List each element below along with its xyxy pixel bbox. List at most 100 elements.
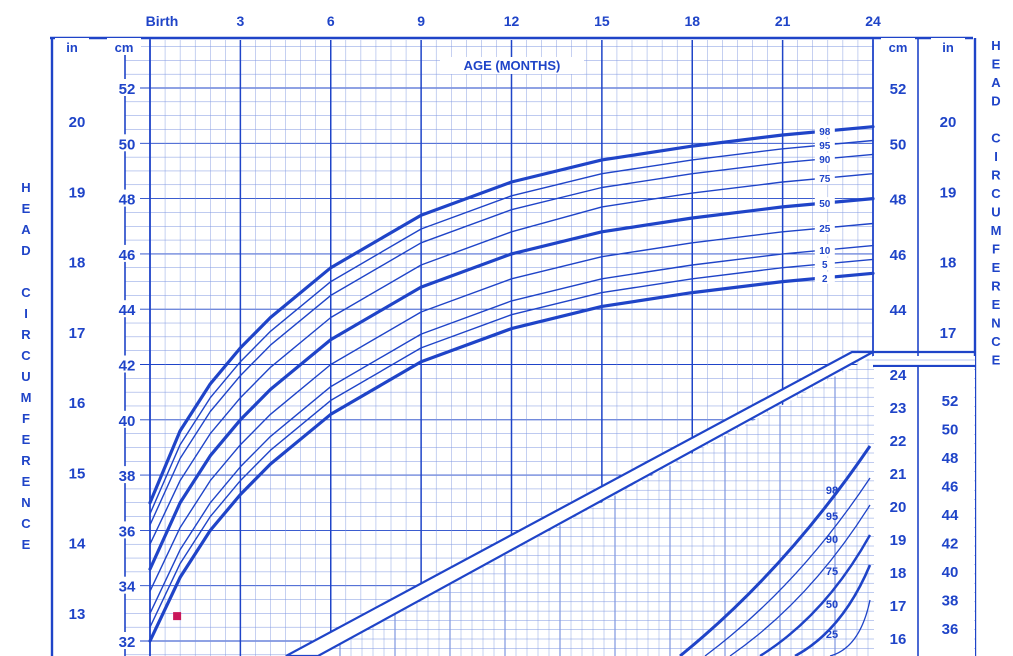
percentile-label-98: 98 bbox=[819, 127, 831, 138]
cm-unit-left: cm bbox=[115, 40, 134, 55]
percentile-label-95: 95 bbox=[819, 141, 831, 152]
left-axis-title-letter: C bbox=[21, 348, 31, 363]
right-in-tick-label: 18 bbox=[940, 255, 957, 272]
in-tick-label: 14 bbox=[69, 536, 86, 553]
percentile-label-5: 5 bbox=[822, 260, 828, 271]
inset-in-tick-label: 38 bbox=[942, 593, 959, 610]
percentile-label-10: 10 bbox=[819, 246, 831, 257]
right-axis-title-letter: E bbox=[992, 297, 1001, 312]
percentile-label-bg bbox=[814, 172, 835, 185]
x-axis-title: AGE (MONTHS) bbox=[464, 58, 561, 73]
in-tick-label: 17 bbox=[69, 325, 86, 342]
inset-percentile-curve bbox=[704, 477, 871, 656]
in-tick-label: 19 bbox=[69, 184, 86, 201]
right-in-tick-bg bbox=[930, 182, 964, 200]
right-cm-tick-bg bbox=[883, 244, 913, 262]
x-axis-title-bg bbox=[440, 57, 584, 74]
cm-tick-bg bbox=[112, 521, 140, 539]
left-axis-title-letter: E bbox=[22, 537, 31, 552]
cm-tick-bg bbox=[112, 189, 140, 207]
right-axis-title-letter: E bbox=[992, 57, 1001, 72]
right-cm-tick-bg bbox=[883, 79, 913, 96]
right-axis-title-letter: U bbox=[991, 205, 1000, 220]
left-axis-title-letter: C bbox=[21, 285, 31, 300]
percentile-curve-5 bbox=[149, 258, 874, 628]
left-axis-title-letter: N bbox=[21, 495, 30, 510]
in-tick-label: 13 bbox=[69, 606, 86, 623]
x-tick-label: 12 bbox=[504, 13, 520, 29]
inset-in-tick-label: 52 bbox=[942, 393, 959, 410]
inset-percentile-label: 50 bbox=[826, 599, 838, 611]
right-axis-title-letter: E bbox=[992, 353, 1001, 368]
cm-tick-label: 52 bbox=[119, 81, 136, 98]
right-cm-tick-label: 48 bbox=[890, 192, 907, 209]
inset-cm-tick-label: 18 bbox=[890, 565, 907, 582]
right-axis-title-letter: M bbox=[991, 223, 1002, 238]
left-axis-title-letter: R bbox=[21, 327, 31, 342]
right-cm-tick-bg bbox=[883, 189, 913, 207]
inset-percentile-label: 25 bbox=[826, 629, 838, 641]
inset-percentile-curve bbox=[829, 599, 871, 656]
cm-tick-bg bbox=[112, 134, 140, 152]
left-axis-title-letter: M bbox=[21, 390, 32, 405]
in-tick-bg bbox=[62, 182, 94, 200]
percentile-label-bg bbox=[814, 139, 835, 152]
right-cm-tick-label: 46 bbox=[890, 247, 907, 264]
left-axis-title-letter: R bbox=[21, 453, 31, 468]
cm-unit-right: cm bbox=[889, 40, 908, 55]
cm-tick-label: 32 bbox=[119, 634, 136, 651]
inset-in-tick-label: 48 bbox=[942, 450, 959, 467]
right-cm-tick-bg bbox=[883, 134, 913, 152]
right-in-tick-label: 20 bbox=[940, 114, 957, 131]
cm-tick-bg bbox=[112, 466, 140, 484]
in-tick-label: 20 bbox=[69, 114, 86, 131]
inset-percentile-curve bbox=[729, 504, 871, 656]
percentile-label-bg bbox=[814, 222, 835, 235]
inset-cm-tick-label: 17 bbox=[890, 598, 907, 615]
percentile-label-bg bbox=[814, 152, 835, 165]
inset-cm-tick-label: 24 bbox=[890, 367, 907, 384]
cm-tick-label: 46 bbox=[119, 247, 136, 264]
right-in-tick-bg bbox=[930, 252, 964, 270]
right-axis-title-letter: E bbox=[992, 260, 1001, 275]
inset-in-tick-label: 40 bbox=[942, 564, 959, 581]
percentile-label-bg bbox=[814, 271, 835, 284]
percentile-label-bg bbox=[814, 257, 835, 270]
inset-cm-tick-label: 21 bbox=[890, 466, 907, 483]
right-cm-tick-bg bbox=[883, 300, 913, 318]
percentile-curve-95 bbox=[149, 139, 874, 515]
cm-tick-label: 34 bbox=[119, 579, 136, 596]
percentile-curve-75 bbox=[149, 173, 874, 545]
percentile-label-25: 25 bbox=[819, 224, 831, 235]
percentile-label-bg bbox=[814, 125, 835, 138]
percentile-label-2: 2 bbox=[822, 274, 828, 285]
left-axis-title-letter: H bbox=[21, 180, 30, 195]
right-axis-title-letter: D bbox=[991, 94, 1000, 109]
inset-scale-panel bbox=[874, 367, 974, 656]
left-axis-title-letter: A bbox=[21, 222, 31, 237]
cm-tick-bg bbox=[112, 355, 140, 373]
right-axis-title-letter: F bbox=[992, 242, 1000, 257]
measurement-point bbox=[173, 612, 182, 621]
right-axis-title-letter: C bbox=[991, 131, 1001, 146]
inset-background bbox=[318, 356, 975, 656]
in-tick-bg bbox=[62, 112, 94, 130]
x-tick-label: 21 bbox=[775, 13, 791, 29]
inset-percentile-label: 98 bbox=[826, 485, 838, 497]
unit-header-bg bbox=[931, 38, 965, 55]
right-axis-title-letter: C bbox=[991, 186, 1001, 201]
cm-tick-label: 50 bbox=[119, 136, 136, 153]
in-tick-label: 16 bbox=[69, 395, 86, 412]
percentile-curve-2 bbox=[148, 271, 875, 643]
cm-tick-label: 42 bbox=[119, 358, 136, 375]
right-in-tick-bg bbox=[930, 112, 964, 130]
left-axis-title-letter: U bbox=[21, 369, 30, 384]
in-tick-bg bbox=[62, 393, 94, 411]
inset-weight-grid: 98 95 90 75 50 25 16 17 18 19 20 21 22 23 24 36 38 40 42 44… bbox=[285, 350, 975, 656]
cm-tick-label: 36 bbox=[119, 523, 136, 540]
left-axis-title-letter: E bbox=[22, 474, 31, 489]
percentile-curves: 98 95 90 75 50 25 10 5 2 bbox=[148, 125, 875, 643]
inset-percentile-curve bbox=[794, 564, 872, 656]
